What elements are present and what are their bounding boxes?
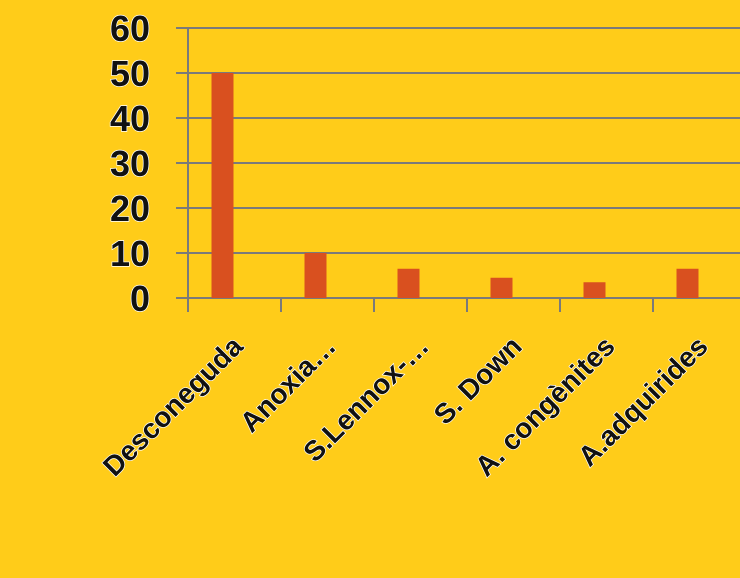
y-tick-label: 20 xyxy=(110,188,150,229)
y-tick-label: 50 xyxy=(110,53,150,94)
bar-5 xyxy=(583,282,606,298)
y-tick-label: 40 xyxy=(110,98,150,139)
y-tick-label: 0 xyxy=(130,278,150,319)
y-tick-label: 30 xyxy=(110,143,150,184)
bar-4 xyxy=(490,277,513,298)
bar-3 xyxy=(397,268,420,298)
y-tick-label: 10 xyxy=(110,233,150,274)
bar-1 xyxy=(211,73,234,298)
x-tick-label: Desconeguda xyxy=(97,330,249,482)
bar-6 xyxy=(676,268,699,298)
y-tick-label: 60 xyxy=(110,8,150,49)
bar-2 xyxy=(304,253,327,298)
